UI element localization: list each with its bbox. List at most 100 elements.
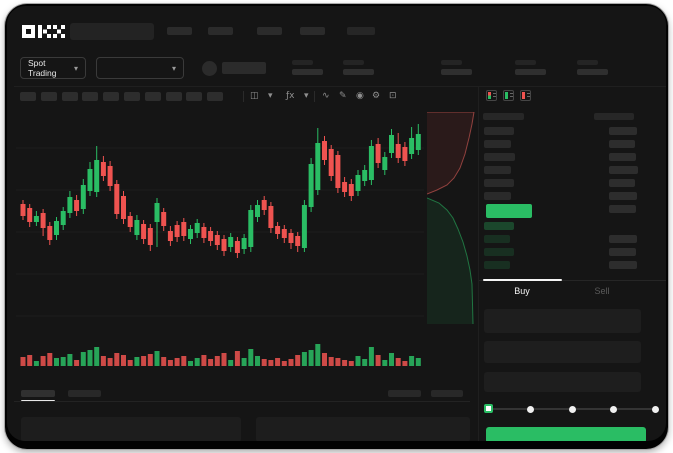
trading-pair-dropdown[interactable]: ▾ [96, 57, 184, 79]
book-split-view-icon[interactable] [486, 90, 497, 101]
slider-stop-2[interactable] [569, 405, 576, 413]
slider-handle[interactable] [484, 404, 493, 413]
ticker-stat-2-value [343, 69, 374, 75]
slider-stop-1[interactable] [527, 405, 534, 413]
tab-buy[interactable]: Buy [514, 286, 530, 296]
nav-item-1[interactable] [167, 27, 192, 35]
ask-row-4-price[interactable] [484, 166, 511, 174]
icon-line [527, 96, 530, 97]
ask-row-1-price[interactable] [484, 127, 514, 135]
bid-row-2-price[interactable] [484, 235, 510, 243]
bid-row-3-price[interactable] [484, 248, 514, 256]
icon-line [510, 93, 513, 94]
bottom-panel-1 [21, 417, 241, 441]
okx-logo [22, 25, 65, 38]
tab-sell[interactable]: Sell [594, 286, 610, 296]
indicators-fx-icon[interactable]: ƒx [286, 91, 295, 101]
interval-button-2[interactable] [40, 92, 57, 101]
ticker-stat-5-value [577, 69, 608, 75]
bid-row-3-amount [609, 248, 636, 256]
toolbar-divider [243, 91, 244, 102]
last-price-amount [609, 205, 636, 213]
market-type-dropdown[interactable]: Spot Trading ▾ [20, 57, 86, 79]
ask-row-6-price[interactable] [484, 192, 511, 200]
book-split-view-icon-bar [488, 92, 491, 99]
book-asks-view-icon[interactable] [520, 90, 531, 101]
active-tab-underline [483, 279, 562, 281]
interval-button-1[interactable] [20, 92, 36, 101]
depth-chart[interactable] [427, 112, 481, 326]
chevron-down-icon: ▾ [171, 63, 176, 73]
ticker-stat-5-label [577, 60, 598, 65]
trendline-icon[interactable]: ∿ [322, 91, 330, 101]
nav-item-4[interactable] [300, 27, 325, 35]
ticker-stat-4-label [515, 60, 536, 65]
icon-line [493, 96, 496, 97]
app-content: Spot Trading ▾ ▾ ◫ ▾ ƒx ▾ ∿ ✎ ◉ ⚙ ⊡ B [7, 6, 666, 441]
bid-row-4-price[interactable] [484, 261, 510, 269]
order-input-2[interactable] [484, 341, 641, 363]
chevron-down-icon[interactable]: ▾ [268, 91, 273, 101]
chart-style-icon[interactable]: ◫ [250, 91, 259, 101]
camera-icon[interactable]: ◉ [356, 91, 364, 101]
order-input-1[interactable] [484, 309, 641, 333]
toolbar-divider [314, 91, 315, 102]
tablet-frame: Spot Trading ▾ ▾ ◫ ▾ ƒx ▾ ∿ ✎ ◉ ⚙ ⊡ B [5, 4, 668, 449]
interval-button-8[interactable] [165, 92, 182, 101]
ticker-stat-2-label [343, 60, 364, 65]
right-panel-divider [478, 86, 479, 441]
settings-gear-icon[interactable]: ⚙ [372, 91, 381, 101]
nav-item-2[interactable] [208, 27, 233, 35]
book-bids-view-icon-bar [505, 92, 508, 99]
chevron-down-icon: ▾ [73, 63, 78, 73]
draw-pencil-icon[interactable]: ✎ [339, 91, 347, 101]
slider-stop-4[interactable] [652, 405, 659, 413]
candlestick-chart[interactable] [14, 110, 426, 372]
market-type-label: Spot Trading [28, 58, 57, 78]
orderbook-header-amount [594, 113, 634, 120]
book-asks-view-icon-bar [522, 92, 525, 99]
icon-line [510, 96, 513, 97]
interval-button-9[interactable] [186, 92, 203, 101]
fullscreen-icon[interactable]: ⊡ [389, 91, 397, 101]
bottom-tab-2[interactable] [68, 390, 101, 397]
bottom-tab-1[interactable] [21, 390, 55, 397]
ticker-stat-3-label [441, 60, 462, 65]
ask-row-6-amount [609, 192, 637, 200]
ask-row-5-amount [609, 179, 635, 187]
bottom-divider [14, 401, 470, 402]
ask-row-2-amount [609, 140, 635, 148]
ticker-stat-4-value [515, 69, 546, 75]
bottom-control-2[interactable] [431, 390, 463, 397]
interval-button-6[interactable] [124, 92, 140, 101]
interval-button-10[interactable] [207, 92, 224, 101]
interval-button-5[interactable] [103, 92, 120, 101]
interval-button-7[interactable] [144, 92, 161, 101]
app-window: Spot Trading ▾ ▾ ◫ ▾ ƒx ▾ ∿ ✎ ◉ ⚙ ⊡ B [7, 6, 666, 441]
bid-row-1-price[interactable] [484, 222, 514, 230]
ask-row-2-price[interactable] [484, 140, 511, 148]
ask-row-3-price[interactable] [484, 153, 515, 161]
interval-button-4[interactable] [82, 92, 99, 101]
orderbook-header-price [483, 113, 524, 120]
last-price-bar[interactable] [486, 204, 532, 218]
chevron-down-icon[interactable]: ▾ [304, 91, 309, 101]
slider-stop-3[interactable] [610, 405, 617, 413]
bid-row-2-amount [609, 235, 637, 243]
ask-row-5-price[interactable] [484, 179, 514, 187]
ticker-stat-3-value [441, 69, 472, 75]
nav-right-placeholder[interactable] [347, 27, 375, 35]
nav-item-3[interactable] [257, 27, 282, 35]
bid-row-4-amount [609, 261, 637, 269]
ticker-stat-1-label [292, 60, 313, 65]
pair-name-placeholder [222, 62, 266, 74]
interval-button-3[interactable] [61, 92, 78, 101]
icon-line [493, 93, 496, 94]
bottom-control-1[interactable] [388, 390, 421, 397]
nav-search-placeholder[interactable] [70, 23, 154, 40]
ask-row-3-amount [609, 153, 636, 161]
book-bids-view-icon[interactable] [503, 90, 514, 101]
order-input-3[interactable] [484, 372, 641, 392]
buy-submit-button[interactable] [486, 427, 646, 441]
